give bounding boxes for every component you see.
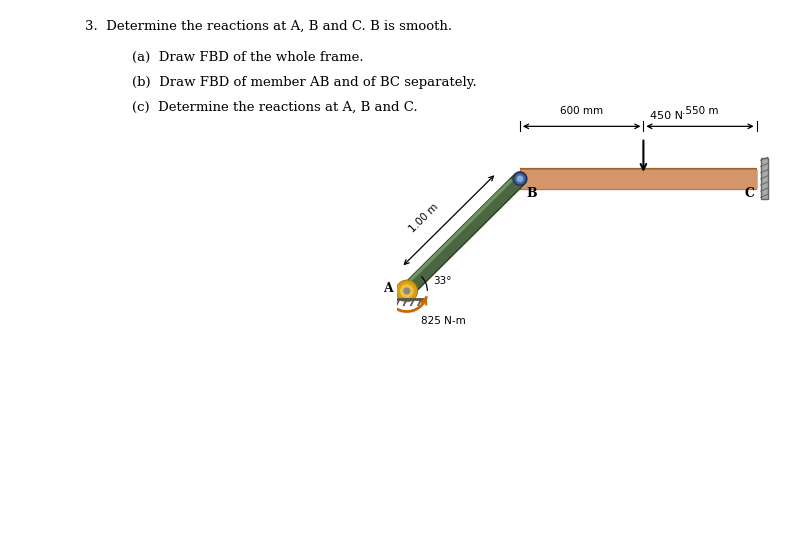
Circle shape [396,280,418,302]
Text: .550 m: .550 m [682,106,718,116]
Text: C: C [745,187,754,200]
Text: (a)  Draw FBD of the whole frame.: (a) Draw FBD of the whole frame. [115,51,364,64]
Text: 1.00 m: 1.00 m [408,202,441,234]
Text: A: A [383,282,393,295]
Text: B: B [526,187,537,200]
Text: (b)  Draw FBD of member AB and of BC separately.: (b) Draw FBD of member AB and of BC sepa… [115,76,477,89]
Text: 600 mm: 600 mm [560,106,603,116]
Circle shape [404,288,410,294]
Text: 3.  Determine the reactions at A, B and C. B is smooth.: 3. Determine the reactions at A, B and C… [85,20,452,33]
Circle shape [513,172,527,186]
Circle shape [400,285,413,297]
Text: (c)  Determine the reactions at A, B and C.: (c) Determine the reactions at A, B and … [115,101,418,114]
Circle shape [397,281,416,301]
Bar [760,158,768,200]
Text: 450 N: 450 N [649,111,683,121]
Circle shape [517,176,523,181]
Circle shape [515,174,525,184]
Text: 33°: 33° [434,276,452,286]
Text: 825 N-m: 825 N-m [421,316,466,326]
